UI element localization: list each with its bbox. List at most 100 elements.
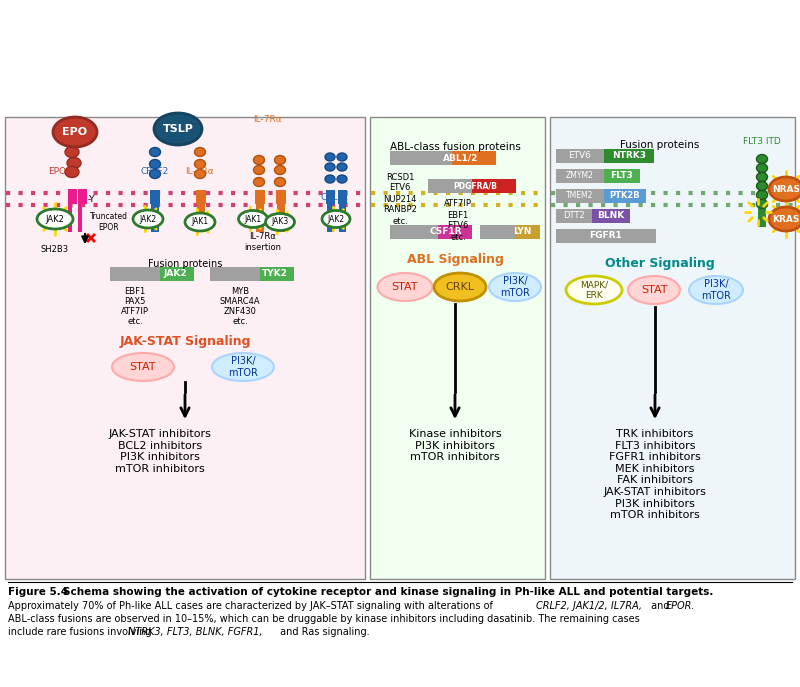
Ellipse shape [566,276,622,304]
Bar [338,190,347,204]
Text: -Y: -Y [88,196,95,205]
Text: NUP214: NUP214 [383,194,417,203]
Bar [276,190,286,204]
Ellipse shape [337,163,347,171]
Text: NTRK3, FLT3, BLNK, FGFR1,: NTRK3, FLT3, BLNK, FGFR1, [128,627,262,637]
Ellipse shape [185,213,215,231]
Ellipse shape [194,170,206,179]
Ellipse shape [489,273,541,301]
Ellipse shape [757,181,767,190]
Ellipse shape [274,166,286,174]
Text: ABL-class fusions are observed in 10–15%, which can be druggable by kinase inhib: ABL-class fusions are observed in 10–15%… [8,614,640,624]
Text: PI3K/
mTOR: PI3K/ mTOR [500,276,530,297]
Ellipse shape [212,353,274,381]
Text: PI3K/
mTOR: PI3K/ mTOR [701,279,731,301]
Bar [255,190,265,204]
Ellipse shape [689,276,743,304]
Text: FLT3 ITD: FLT3 ITD [743,137,781,146]
Text: RANBP2: RANBP2 [383,205,417,214]
Text: FLT3: FLT3 [610,172,634,181]
Ellipse shape [266,214,294,231]
Text: STAT: STAT [392,282,418,292]
Text: SMARC4A: SMARC4A [220,297,260,306]
Ellipse shape [757,155,767,164]
Text: ETV6: ETV6 [390,183,410,192]
Text: etc.: etc. [232,317,248,326]
Text: TMEM2: TMEM2 [566,192,594,201]
Bar [472,179,516,193]
Text: and Ras signaling.: and Ras signaling. [277,627,370,637]
Text: and: and [648,601,673,611]
Text: ABL-class fusion proteins: ABL-class fusion proteins [390,142,521,152]
Text: EPO: EPO [62,127,87,137]
Text: LYN: LYN [513,227,531,236]
Bar [78,204,82,232]
Bar [210,267,260,281]
Text: DTT2: DTT2 [563,212,585,221]
Bar [556,169,604,183]
Text: STAT: STAT [130,362,156,372]
Bar [390,225,438,239]
Bar [160,267,194,281]
Text: NTRK3: NTRK3 [612,152,646,161]
Text: RCSD1: RCSD1 [386,172,414,181]
Text: STAT: STAT [641,285,667,295]
Ellipse shape [337,153,347,161]
Text: TRK inhibitors
FLT3 inhibitors
FGFR1 inhibitors
MEK inhibitors
FAK inhibitors
JA: TRK inhibitors FLT3 inhibitors FGFR1 inh… [603,429,706,520]
Text: IL-7Rα
insertion: IL-7Rα insertion [245,232,282,251]
Text: MYB: MYB [231,286,249,295]
Text: PAX5: PAX5 [124,297,146,306]
Ellipse shape [133,210,163,228]
Text: Fusion proteins: Fusion proteins [620,140,700,150]
Bar [592,209,630,223]
Ellipse shape [628,276,680,304]
Text: JAK1: JAK1 [191,218,209,227]
Ellipse shape [757,199,767,208]
Text: Fusion proteins: Fusion proteins [148,259,222,269]
Text: EBF1: EBF1 [124,286,146,295]
Bar [516,225,540,239]
Text: JAK2: JAK2 [139,214,157,223]
Text: Figure 5.4: Figure 5.4 [8,587,75,597]
Ellipse shape [254,155,265,164]
Ellipse shape [378,273,433,301]
Ellipse shape [67,157,81,168]
Ellipse shape [757,190,767,199]
Text: JAK3: JAK3 [271,218,289,227]
Bar [151,204,159,232]
Ellipse shape [254,177,265,186]
Ellipse shape [37,209,73,229]
Text: SH2B3: SH2B3 [41,245,69,254]
Ellipse shape [65,166,79,177]
Bar [256,204,264,232]
Bar [390,151,452,165]
Ellipse shape [254,166,265,174]
Ellipse shape [769,177,800,201]
Bar [68,189,77,204]
Text: JAK2: JAK2 [163,269,187,278]
Ellipse shape [150,148,161,157]
Text: CRLF2: CRLF2 [141,166,169,175]
Text: PTK2B: PTK2B [610,192,640,201]
Bar [78,189,87,204]
Text: JAK-STAT inhibitors
BCL2 inhibitors
PI3K inhibitors
mTOR inhibitors: JAK-STAT inhibitors BCL2 inhibitors PI3K… [109,429,211,474]
Bar [604,149,654,163]
Text: JAK2: JAK2 [327,214,345,223]
Ellipse shape [337,175,347,183]
Text: NRAS: NRAS [772,185,800,194]
Text: IL-7Rα: IL-7Rα [186,166,214,175]
Bar [556,189,604,203]
Text: KRAS: KRAS [772,214,800,223]
Ellipse shape [150,170,161,179]
Bar [604,169,640,183]
Ellipse shape [274,155,286,164]
Text: etc.: etc. [450,232,466,242]
Text: IL-7Rα: IL-7Rα [254,115,282,124]
Bar [197,204,205,232]
Bar [277,204,285,232]
Text: Kinase inhibitors
PI3K inhibitors
mTOR inhibitors: Kinase inhibitors PI3K inhibitors mTOR i… [409,429,502,462]
Ellipse shape [194,159,206,168]
Bar [326,190,335,204]
Ellipse shape [150,159,161,168]
Text: BLNK: BLNK [598,212,625,221]
